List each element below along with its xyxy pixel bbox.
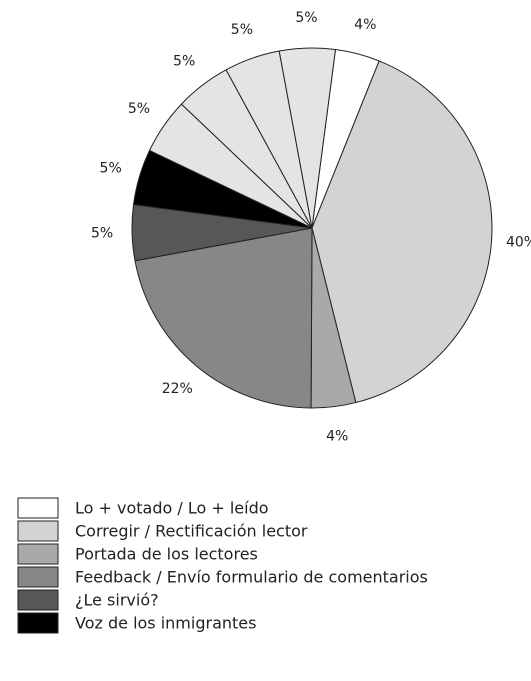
slice-label: 5% <box>91 225 113 241</box>
slice-label: 5% <box>173 53 195 69</box>
legend-label: Feedback / Envío formulario de comentari… <box>75 568 428 587</box>
pie-slice <box>311 60 493 404</box>
slice-label: 5% <box>295 10 317 26</box>
slice-label: 4% <box>326 428 348 444</box>
slice-label: 5% <box>100 160 122 176</box>
legend-swatch <box>17 566 59 588</box>
legend-label: Lo + votado / Lo + leído <box>75 499 269 518</box>
legend-swatch <box>17 612 59 634</box>
legend-swatch <box>17 543 59 565</box>
slice-label: 5% <box>128 101 150 117</box>
legend-label: Voz de los inmigrantes <box>75 614 256 633</box>
legend-label: Corregir / Rectificación lector <box>75 522 308 541</box>
legend-swatch <box>17 520 59 542</box>
slice-label: 40% <box>506 234 531 250</box>
legend-label: Portada de los lectores <box>75 545 258 564</box>
legend-label: ¿Le sirvió? <box>75 591 159 610</box>
slice-label: 22% <box>162 381 193 397</box>
legend-swatch <box>17 497 59 519</box>
slice-label: 5% <box>231 22 253 38</box>
pie-slice <box>278 47 337 229</box>
slice-label: 4% <box>354 17 376 33</box>
pie-slice <box>134 227 313 409</box>
legend-swatch <box>17 589 59 611</box>
